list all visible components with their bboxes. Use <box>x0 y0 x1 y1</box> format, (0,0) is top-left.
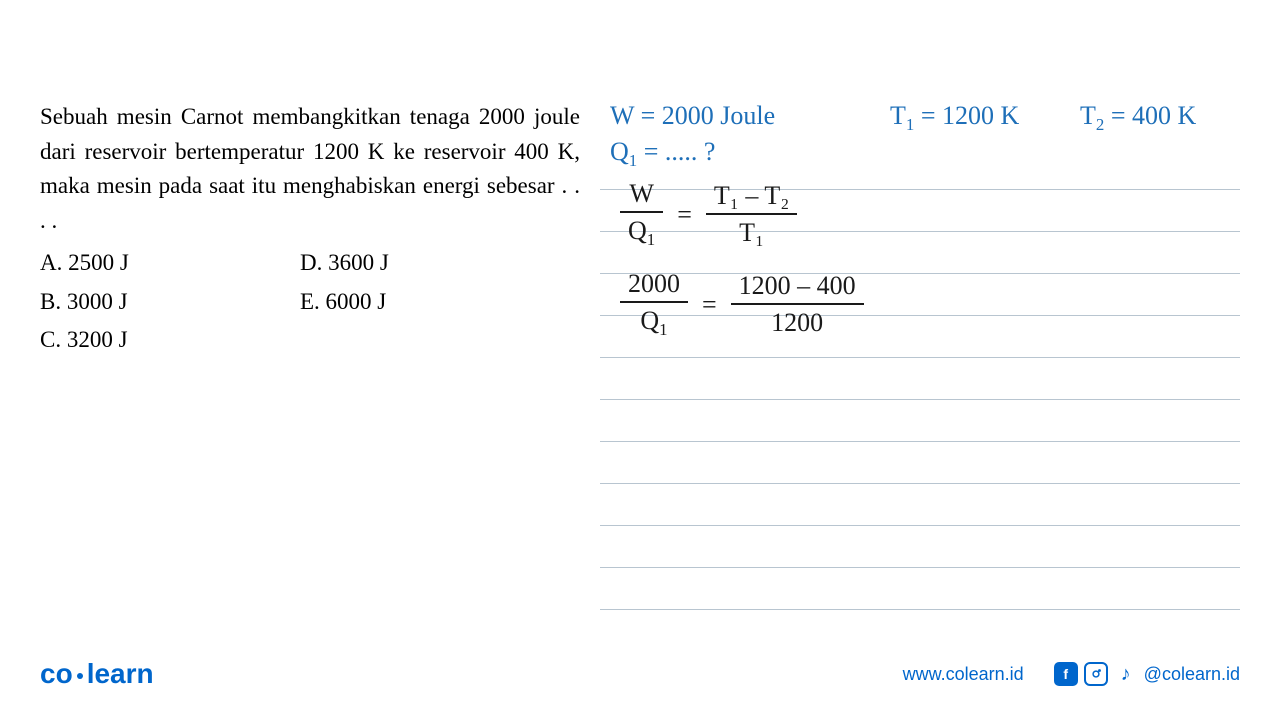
q1-sub: 1 <box>629 151 637 170</box>
eq1-left-frac: W Q1 <box>620 178 663 251</box>
t1-rest: = 1200 K <box>914 101 1019 130</box>
facebook-icon[interactable]: f <box>1054 662 1078 686</box>
eq1-equals: = <box>677 199 692 230</box>
eq2-equals: = <box>702 289 717 320</box>
tiktok-icon[interactable]: ♪ <box>1114 662 1138 686</box>
q1-rest: = ..... ? <box>637 137 715 166</box>
given-w: W = 2000 Joule <box>610 100 775 131</box>
given-t2: T2 = 400 K <box>1080 100 1196 135</box>
eq2-right-den: 1200 <box>731 305 864 338</box>
option-b: B. 3000 J <box>40 285 300 320</box>
q1-label: Q <box>610 137 629 166</box>
t2-label: T <box>1080 101 1096 130</box>
work-panel: W = 2000 Joule T1 = 1200 K T2 = 400 K Q1… <box>600 100 1240 358</box>
logo: colearn <box>40 658 154 690</box>
t1-label: T <box>890 101 906 130</box>
option-c: C. 3200 J <box>40 323 300 358</box>
eq1-right-frac: T₁ – T₂ T₁ <box>706 180 797 248</box>
option-e: E. 6000 J <box>300 285 560 320</box>
eq1-left-den: Q1 <box>620 213 663 250</box>
instagram-icon[interactable] <box>1084 662 1108 686</box>
eq2-left-den: Q1 <box>620 303 688 340</box>
footer-right: www.colearn.id f ♪ @colearn.id <box>903 662 1240 686</box>
equation-2: 2000 Q1 = 1200 – 400 1200 <box>620 268 864 341</box>
eq2-left-num: 2000 <box>620 268 688 303</box>
option-a: A. 2500 J <box>40 246 300 281</box>
option-d: D. 3600 J <box>300 246 560 281</box>
logo-right: learn <box>87 658 154 689</box>
eq1-left-num: W <box>620 178 663 213</box>
social-links: f ♪ @colearn.id <box>1054 662 1240 686</box>
unknown-q1: Q1 = ..... ? <box>610 136 715 171</box>
question-panel: Sebuah mesin Carnot membangkitkan tenaga… <box>40 100 600 358</box>
question-text: Sebuah mesin Carnot membangkitkan tenaga… <box>40 100 580 238</box>
logo-dot-icon <box>77 673 83 679</box>
social-handle[interactable]: @colearn.id <box>1144 664 1240 685</box>
eq2-left-frac: 2000 Q1 <box>620 268 688 341</box>
equation-1: W Q1 = T₁ – T₂ T₁ <box>620 178 797 251</box>
logo-left: co <box>40 658 73 689</box>
t2-rest: = 400 K <box>1104 101 1196 130</box>
options-grid: A. 2500 J D. 3600 J B. 3000 J E. 6000 J … <box>40 246 580 358</box>
eq2-right-num: 1200 – 400 <box>731 270 864 305</box>
given-t1: T1 = 1200 K <box>890 100 1019 135</box>
eq2-right-frac: 1200 – 400 1200 <box>731 270 864 338</box>
website-link[interactable]: www.colearn.id <box>903 664 1024 685</box>
eq1-right-den: T₁ <box>706 215 797 248</box>
footer: colearn www.colearn.id f ♪ @colearn.id <box>40 658 1240 690</box>
eq1-right-num: T₁ – T₂ <box>706 180 797 215</box>
